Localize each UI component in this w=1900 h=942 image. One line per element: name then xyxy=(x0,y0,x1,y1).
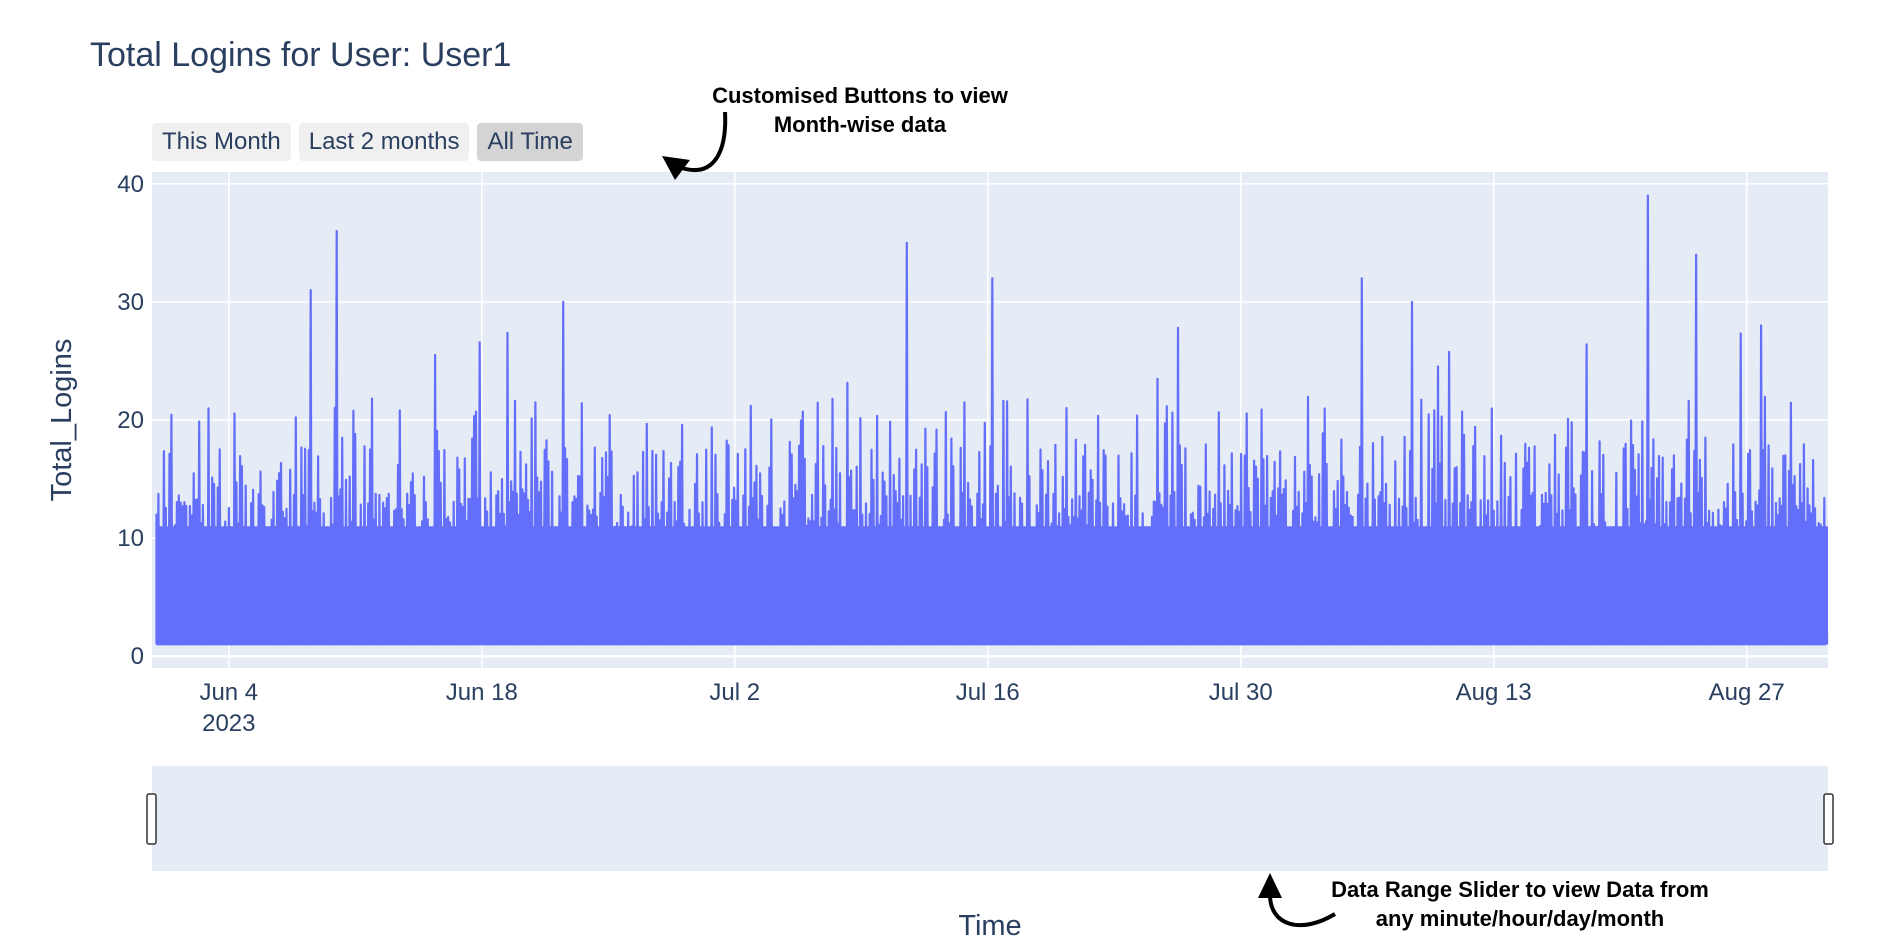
range-button-last-2-months[interactable]: Last 2 months xyxy=(298,123,470,161)
slider-annotation-arrow xyxy=(1258,873,1337,928)
buttons-annotation: Customised Buttons to view Month-wise da… xyxy=(690,81,1030,139)
buttons-annotation-line-2: Month-wise data xyxy=(773,112,947,137)
slider-annotation-line-1: Data Range Slider to view Data from xyxy=(1331,877,1709,902)
series-line xyxy=(155,194,1829,646)
y-axis-title: Total_Logins xyxy=(46,339,78,502)
x-tick-sublabel: 2023 xyxy=(202,710,255,737)
series-layer xyxy=(155,194,1829,646)
y-tick-label: 30 xyxy=(117,289,144,316)
x-tick-label: Jul 30 xyxy=(1209,679,1273,706)
x-tick-label: Aug 13 xyxy=(1456,679,1532,706)
y-tick-label: 0 xyxy=(131,643,144,670)
slider-annotation: Data Range Slider to view Data from any … xyxy=(1305,875,1735,933)
range-slider-handle-right[interactable] xyxy=(1823,793,1834,845)
x-tick-label: Jun 4 xyxy=(199,679,258,706)
x-tick-label: Jul 2 xyxy=(709,679,760,706)
x-tick-label: Jun 18 xyxy=(446,679,518,706)
x-axis-title: Time xyxy=(958,910,1021,942)
range-button-all-time[interactable]: All Time xyxy=(477,123,583,161)
buttons-annotation-line-1: Customised Buttons to view xyxy=(712,83,1008,108)
y-tick-label: 20 xyxy=(117,407,144,434)
slider-annotation-line-2: any minute/hour/day/month xyxy=(1375,906,1665,931)
range-selector: This Month Last 2 months All Time xyxy=(152,123,583,161)
x-axis-ticks: Jun 4 2023 Jun 18 Jul 2 Jul 16 Jul 30 Aug 13 Au… xyxy=(199,679,1784,737)
y-tick-label: 40 xyxy=(117,171,144,198)
y-axis-ticks: 0 10 20 30 40 xyxy=(117,171,144,670)
y-tick-label: 10 xyxy=(117,525,144,552)
range-slider-track[interactable] xyxy=(152,766,1828,871)
range-slider-handle-left[interactable] xyxy=(146,793,157,845)
chart-title: Total Logins for User: User1 xyxy=(90,36,512,74)
x-tick-label: Aug 27 xyxy=(1709,679,1785,706)
x-tick-label: Jul 16 xyxy=(956,679,1020,706)
range-button-this-month[interactable]: This Month xyxy=(152,123,291,161)
buttons-annotation-arrow xyxy=(662,111,728,180)
